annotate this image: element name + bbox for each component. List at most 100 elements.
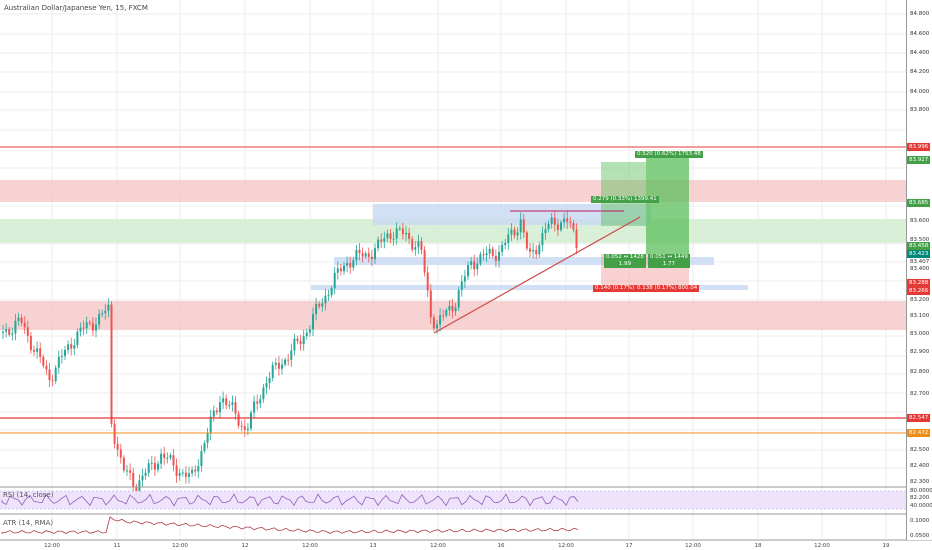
candle-body (172, 455, 175, 466)
price-tick: 82.500 (910, 447, 930, 453)
candle-body (556, 224, 559, 230)
candle-body (296, 338, 299, 342)
candle-body (23, 322, 26, 328)
candle-body (321, 303, 324, 307)
price-badge: 83.927 (907, 156, 931, 164)
candle-body (203, 442, 206, 452)
candle-body (312, 314, 314, 330)
drawings-layer[interactable] (0, 146, 906, 434)
atr-line (1, 516, 579, 534)
candle-body (98, 313, 101, 325)
candle-body (268, 378, 271, 384)
time-tick: 17 (625, 543, 633, 549)
candle-body (541, 233, 544, 246)
price-axis[interactable]: 84.800 84.600 84.400 84.200 84.000 83.800 83.6… (906, 0, 932, 540)
candle-body (491, 248, 494, 256)
demand-zone (0, 301, 906, 330)
candle-body (327, 295, 330, 297)
candle-body (250, 412, 252, 429)
candle-body (352, 260, 355, 268)
rsi-band (0, 491, 906, 509)
price-tick: 84.200 (910, 69, 930, 75)
candle-body (253, 401, 256, 413)
candle-body (305, 332, 308, 337)
price-badge: 83.266 (907, 287, 931, 295)
candle-body (439, 315, 442, 325)
candle-body (550, 217, 553, 224)
candle-body (457, 290, 460, 308)
candle-body (519, 219, 522, 233)
candle-body (36, 348, 39, 352)
candle-body (398, 228, 401, 230)
atr-tick: 0.0500 (910, 533, 930, 539)
candle-body (485, 253, 488, 256)
candle-body (209, 416, 212, 434)
candle-body (454, 307, 457, 312)
atr-label[interactable]: ATR (14, RMA) (3, 519, 54, 527)
candle-body (135, 486, 138, 493)
price-tick: 83.400 (910, 266, 930, 272)
price-tick: 84.400 (910, 50, 930, 56)
candle-body (240, 425, 243, 427)
candle-body (498, 251, 500, 261)
candle-body (5, 329, 8, 332)
rect-blue-top (373, 204, 651, 225)
time-tick: 18 (754, 543, 762, 549)
candle-body (212, 410, 215, 417)
price-badge: 82.472 (907, 429, 931, 437)
candle-body (243, 426, 246, 430)
price-tick: 83.100 (910, 313, 930, 319)
zones-layer (0, 158, 906, 330)
candle-body (181, 472, 184, 474)
candle-body (361, 253, 364, 257)
time-tick: 12:00 (558, 543, 574, 549)
candle-body (14, 320, 17, 334)
rsi-line (1, 493, 579, 507)
candle-body (513, 229, 516, 236)
candle-body (281, 364, 283, 369)
candle-body (414, 247, 417, 250)
candle-body (113, 423, 116, 444)
candle-body (126, 470, 128, 472)
candle-body (560, 222, 562, 230)
candle-body (389, 233, 392, 239)
candle-body (91, 323, 94, 331)
candle-body (265, 383, 268, 388)
candle-body (339, 268, 342, 272)
time-tick: 13 (369, 543, 377, 549)
time-tick: 12:00 (44, 543, 60, 549)
price-badge: 83.458 (907, 242, 931, 250)
candle-body (51, 380, 54, 382)
price-badge: 83.996 (907, 143, 931, 151)
candle-body (507, 234, 510, 244)
candle-body (392, 238, 395, 240)
candle-body (191, 469, 194, 474)
candle-body (473, 261, 476, 270)
candle-body (566, 218, 569, 222)
price-tick: 82.300 (910, 479, 930, 485)
price-tick: 82.800 (910, 369, 930, 375)
candle-body (197, 466, 200, 472)
price-tick: 82.700 (910, 391, 930, 397)
candle-body (259, 399, 262, 404)
candle-body (494, 255, 497, 261)
candle-body (308, 329, 311, 333)
candle-body (349, 263, 352, 268)
candle-body (76, 331, 79, 346)
grid-lines (0, 0, 906, 540)
candle-body (367, 253, 370, 257)
candle-body (122, 457, 125, 471)
candle-body (467, 265, 469, 277)
candle-body (553, 217, 556, 225)
candle-body (383, 238, 386, 242)
candle-body (129, 470, 132, 473)
candle-body (160, 453, 163, 464)
candle-body (374, 248, 376, 260)
candle-body (169, 455, 172, 458)
candle-body (293, 338, 296, 351)
price-tick: 83.200 (910, 297, 930, 303)
resistance-zone (0, 180, 906, 202)
rsi-label[interactable]: RSI (14, close) (3, 491, 54, 499)
candle-body (79, 327, 82, 332)
